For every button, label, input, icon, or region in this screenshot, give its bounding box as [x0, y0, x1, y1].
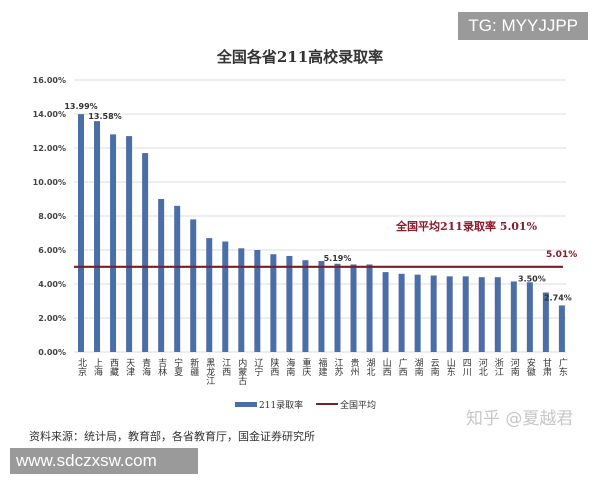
bar	[110, 134, 117, 352]
chart-title: 全国各省211高校录取率	[216, 48, 383, 66]
x-tick-label: 安徽	[525, 357, 536, 377]
bar	[222, 241, 229, 352]
bar	[302, 260, 309, 352]
bar	[238, 248, 245, 352]
avg-annotation: 全国平均211录取率 5.01%	[395, 219, 538, 233]
bar	[414, 274, 421, 352]
data-label: 13.58%	[88, 112, 121, 121]
y-tick-label: 4.00%	[38, 280, 66, 289]
legend-bar-swatch	[235, 402, 257, 407]
bar	[382, 272, 389, 352]
x-tick-label: 天津	[124, 358, 135, 377]
bar	[462, 276, 469, 352]
source-note: 资料来源：统计局，教育部，各省教育厅，国金证券研究所	[29, 430, 315, 443]
bar	[254, 250, 261, 352]
bar	[126, 136, 133, 352]
bar	[398, 273, 405, 352]
bar	[174, 205, 181, 352]
y-tick-label: 2.00%	[38, 314, 66, 323]
y-tick-label: 12.00%	[33, 144, 66, 153]
x-tick-label: 贵州	[349, 357, 360, 376]
y-tick-label: 0.00%	[38, 348, 66, 357]
bar	[94, 121, 101, 352]
site-watermark: www.sdczxsw.com	[10, 448, 198, 474]
y-tick-label: 16.00%	[33, 76, 66, 85]
bar	[542, 292, 549, 352]
x-tick-label: 四川	[461, 358, 472, 376]
bar	[494, 277, 501, 352]
y-tick-label: 8.00%	[38, 212, 66, 221]
bar	[430, 275, 437, 352]
x-tick-label: 广西	[397, 357, 408, 377]
bar	[318, 261, 325, 352]
data-label: 13.99%	[64, 102, 97, 111]
legend: 211录取率 全国平均	[235, 399, 376, 411]
bar	[142, 153, 149, 352]
x-tick-label: 内蒙古	[236, 357, 247, 386]
x-tick-label: 广东	[557, 357, 568, 376]
legend-bar-label: 211录取率	[259, 399, 303, 411]
data-label: 5.19%	[324, 254, 352, 263]
x-tick-label: 浙江	[493, 357, 504, 377]
x-tick-label: 青海	[140, 357, 151, 377]
x-tick-label: 云南	[429, 358, 440, 376]
bar	[78, 114, 84, 352]
x-tick-label: 山东	[445, 358, 456, 376]
x-tick-label: 湖北	[365, 358, 376, 377]
x-tick-label: 河北	[477, 357, 488, 377]
x-tick-label: 宁夏	[172, 357, 183, 376]
bar	[206, 238, 213, 352]
bar	[510, 281, 517, 352]
x-tick-label: 陕西	[268, 357, 279, 377]
y-tick-label: 14.00%	[33, 110, 66, 119]
zhihu-watermark: 知乎 @夏越君	[466, 409, 574, 429]
x-tick-label: 重庆	[300, 357, 311, 377]
x-tick-label: 北京	[76, 358, 87, 377]
x-tick-label: 新疆	[188, 357, 199, 377]
legend-line-label: 全国平均	[340, 399, 376, 411]
x-tick-label: 西藏	[108, 358, 119, 377]
avg-end-label: 5.01%	[546, 250, 577, 260]
x-tick-label: 黑龙江	[204, 358, 215, 386]
x-tick-label: 甘肃	[541, 357, 552, 377]
bar	[366, 264, 373, 352]
x-tick-label: 湖南	[413, 358, 424, 376]
x-tick-label: 吉林	[156, 358, 167, 377]
data-label: 2.74%	[544, 294, 572, 303]
y-tick-label: 10.00%	[33, 178, 66, 187]
x-tick-label: 福建	[316, 357, 327, 377]
bar	[526, 282, 533, 352]
bar	[190, 219, 197, 352]
legend-line-swatch	[316, 403, 338, 405]
x-tick-label: 河南	[509, 357, 520, 376]
bar	[158, 199, 165, 352]
y-tick-label: 6.00%	[38, 246, 66, 255]
x-tick-label: 上海	[92, 358, 103, 377]
tg-watermark: TG: MYYJJPP	[458, 12, 588, 40]
bar	[334, 263, 341, 352]
x-tick-label: 山西	[381, 358, 392, 377]
data-label: 3.50%	[518, 274, 546, 283]
bar	[558, 305, 565, 352]
bar	[446, 276, 453, 352]
x-tick-label: 海南	[284, 357, 295, 376]
x-tick-label: 江西	[220, 358, 231, 377]
bar	[478, 277, 485, 352]
bar	[270, 254, 277, 352]
bar	[286, 255, 293, 352]
x-tick-label: 江苏	[332, 358, 343, 377]
bar	[350, 264, 357, 352]
x-tick-label: 辽宁	[252, 358, 263, 376]
